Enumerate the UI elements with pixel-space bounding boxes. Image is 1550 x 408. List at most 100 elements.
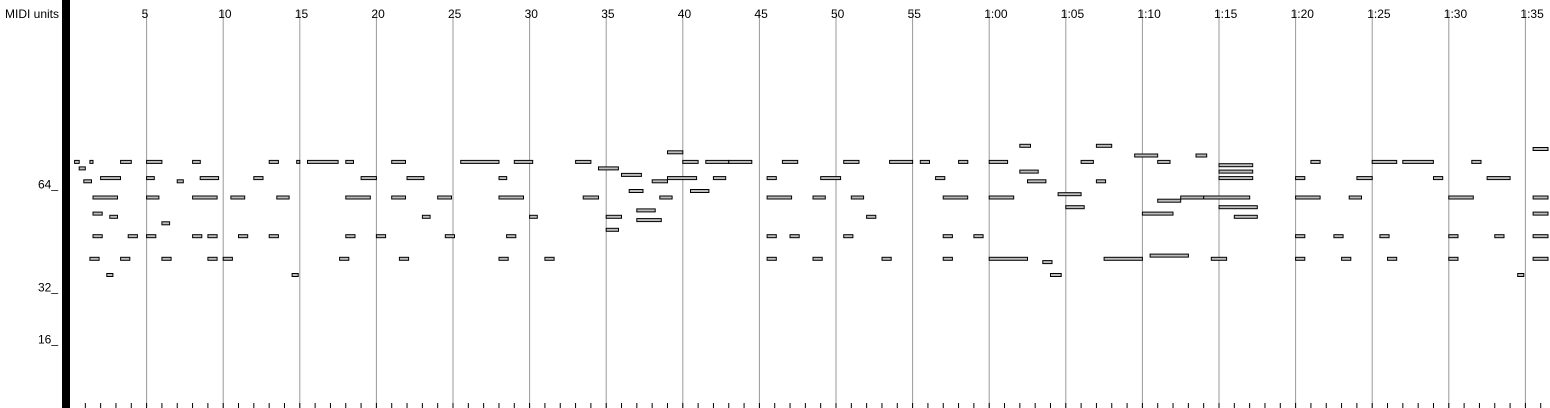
note-block[interactable] xyxy=(1103,256,1143,261)
note-block[interactable] xyxy=(544,256,555,261)
note-block[interactable] xyxy=(1310,159,1321,164)
note-block[interactable] xyxy=(1218,163,1254,168)
note-block[interactable] xyxy=(1448,195,1474,200)
note-block[interactable] xyxy=(866,214,877,219)
note-block[interactable] xyxy=(100,176,121,181)
note-block[interactable] xyxy=(345,195,371,200)
note-block[interactable] xyxy=(1348,195,1362,200)
note-block[interactable] xyxy=(176,179,184,184)
note-block[interactable] xyxy=(1532,256,1549,261)
note-block[interactable] xyxy=(89,159,94,164)
note-block[interactable] xyxy=(850,195,865,200)
note-block[interactable] xyxy=(881,256,892,261)
note-block[interactable] xyxy=(1218,205,1258,210)
note-block[interactable] xyxy=(1433,176,1444,181)
note-block[interactable] xyxy=(1333,234,1344,239)
note-block[interactable] xyxy=(498,256,509,261)
note-block[interactable] xyxy=(106,273,114,277)
note-block[interactable] xyxy=(1203,195,1251,200)
note-block[interactable] xyxy=(728,159,753,164)
note-block[interactable] xyxy=(1532,147,1549,151)
note-block[interactable] xyxy=(199,176,220,181)
note-block[interactable] xyxy=(146,195,160,200)
note-block[interactable] xyxy=(636,208,656,213)
note-block[interactable] xyxy=(296,159,301,164)
note-block[interactable] xyxy=(1180,195,1205,200)
note-block[interactable] xyxy=(513,159,534,164)
note-block[interactable] xyxy=(444,234,455,239)
note-block[interactable] xyxy=(1157,159,1171,164)
note-block[interactable] xyxy=(651,179,669,184)
note-block[interactable] xyxy=(781,159,799,164)
note-block[interactable] xyxy=(92,234,103,239)
note-block[interactable] xyxy=(207,256,218,261)
note-block[interactable] xyxy=(83,179,93,184)
note-block[interactable] xyxy=(78,166,86,171)
note-block[interactable] xyxy=(1019,143,1031,148)
note-block[interactable] xyxy=(766,195,793,200)
note-block[interactable] xyxy=(843,234,854,239)
note-block[interactable] xyxy=(307,159,339,164)
note-block[interactable] xyxy=(1080,159,1094,164)
note-block[interactable] xyxy=(812,256,823,261)
note-block[interactable] xyxy=(1517,273,1525,277)
note-block[interactable] xyxy=(712,176,727,181)
note-block[interactable] xyxy=(437,195,453,200)
note-block[interactable] xyxy=(1402,159,1434,164)
note-block[interactable] xyxy=(146,159,163,164)
note-block[interactable] xyxy=(812,195,826,200)
note-block[interactable] xyxy=(1532,234,1549,239)
note-block[interactable] xyxy=(238,234,249,239)
note-block[interactable] xyxy=(161,221,171,226)
note-block[interactable] xyxy=(146,176,155,181)
note-block[interactable] xyxy=(1448,256,1459,261)
note-block[interactable] xyxy=(1065,205,1085,210)
note-block[interactable] xyxy=(506,234,517,239)
note-block[interactable] xyxy=(1295,256,1306,261)
note-block[interactable] xyxy=(636,218,662,223)
note-block[interactable] xyxy=(1134,153,1159,158)
note-block[interactable] xyxy=(1448,234,1459,239)
note-block[interactable] xyxy=(1218,169,1254,174)
note-block[interactable] xyxy=(360,176,377,181)
note-block[interactable] xyxy=(1295,176,1306,181)
note-block[interactable] xyxy=(268,159,279,164)
note-block[interactable] xyxy=(1341,256,1352,261)
note-block[interactable] xyxy=(391,159,407,164)
note-block[interactable] xyxy=(575,159,592,164)
note-block[interactable] xyxy=(690,189,710,193)
note-block[interactable] xyxy=(1494,234,1505,239)
note-block[interactable] xyxy=(192,195,218,200)
note-block[interactable] xyxy=(1532,211,1549,216)
note-block[interactable] xyxy=(766,256,777,261)
note-block[interactable] xyxy=(667,150,684,155)
note-block[interactable] xyxy=(1210,256,1228,261)
note-block[interactable] xyxy=(375,234,387,239)
note-layer[interactable] xyxy=(74,143,1549,277)
note-block[interactable] xyxy=(682,159,699,164)
note-block[interactable] xyxy=(1379,234,1390,239)
note-block[interactable] xyxy=(628,189,644,193)
note-block[interactable] xyxy=(667,176,698,181)
note-block[interactable] xyxy=(120,256,131,261)
note-block[interactable] xyxy=(276,195,290,200)
note-block[interactable] xyxy=(109,214,119,219)
note-block[interactable] xyxy=(127,234,138,239)
note-block[interactable] xyxy=(973,234,984,239)
note-block[interactable] xyxy=(1532,195,1549,200)
note-block[interactable] xyxy=(621,172,642,177)
note-block[interactable] xyxy=(598,166,619,171)
note-block[interactable] xyxy=(460,159,500,164)
note-block[interactable] xyxy=(222,256,233,261)
note-block[interactable] xyxy=(1371,159,1398,164)
note-block[interactable] xyxy=(1050,273,1062,277)
note-block[interactable] xyxy=(89,256,100,261)
note-block[interactable] xyxy=(291,273,299,277)
note-block[interactable] xyxy=(230,195,246,200)
note-block[interactable] xyxy=(92,211,103,216)
note-block[interactable] xyxy=(1295,234,1306,239)
note-block[interactable] xyxy=(988,256,1029,261)
note-block[interactable] xyxy=(345,234,356,239)
note-block[interactable] xyxy=(605,214,623,219)
note-block[interactable] xyxy=(1095,143,1113,148)
